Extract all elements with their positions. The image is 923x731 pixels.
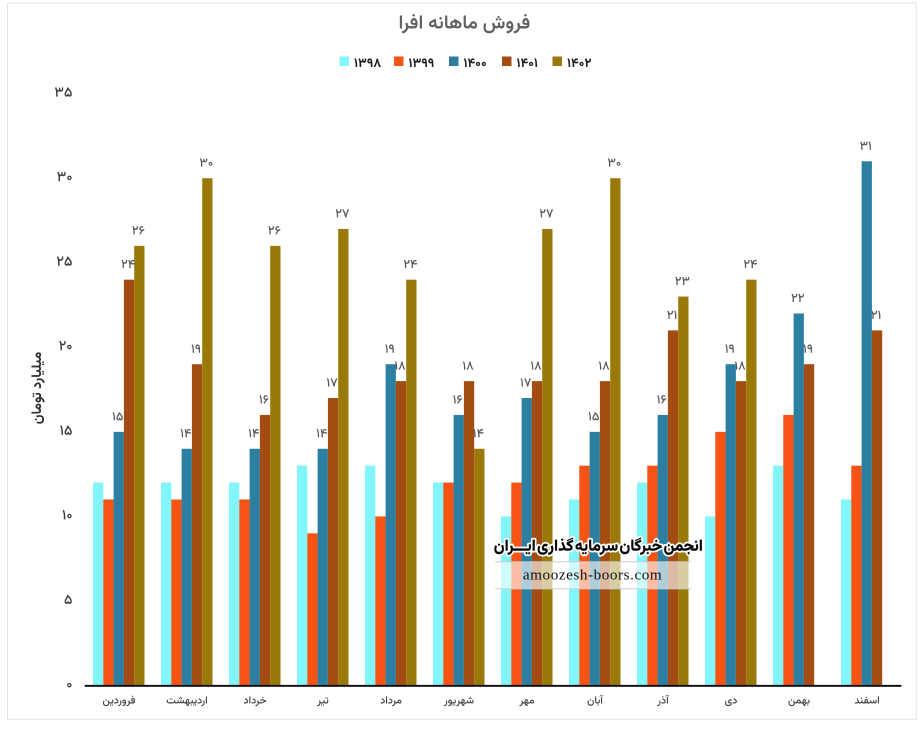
svg-text:amoozesh-boors.com: amoozesh-boors.com bbox=[523, 567, 662, 584]
